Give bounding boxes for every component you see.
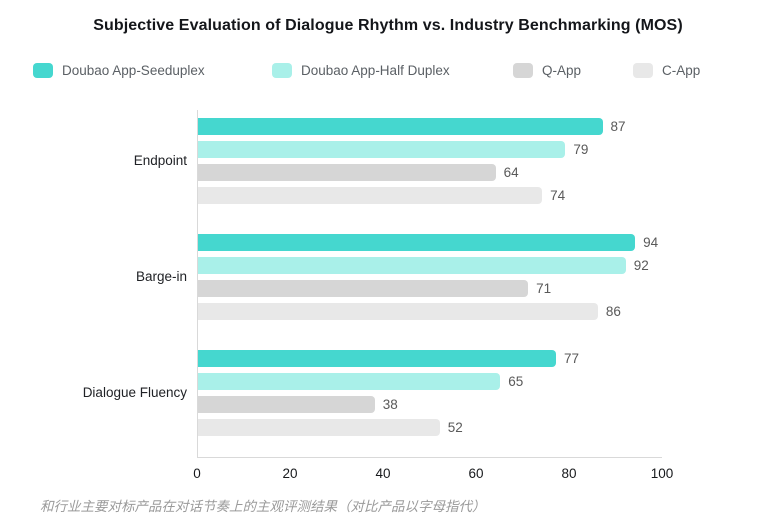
legend-label: Doubao App-Seeduplex [62, 63, 205, 78]
x-axis-tick-label: 0 [193, 466, 201, 481]
legend-swatch-icon [33, 63, 53, 78]
legend-label: C-App [662, 63, 701, 78]
bar-doubao-app-seeduplex-dialogue-fluency [198, 350, 557, 367]
value-label: 87 [610, 119, 626, 134]
bar-row: 92 [198, 257, 662, 274]
bar-c-app-endpoint [198, 187, 543, 204]
category-label-dialogue-fluency: Dialogue Fluency [82, 385, 187, 400]
legend-item-c-app: C-App [633, 63, 700, 78]
bar-row: 71 [198, 280, 662, 297]
y-axis-labels: Endpoint Barge-in Dialogue Fluency [0, 0, 190, 525]
value-label: 71 [536, 281, 552, 296]
value-label: 64 [503, 165, 519, 180]
value-label: 38 [382, 397, 398, 412]
chart-caption: 和行业主要对标产品在对话节奏上的主观评测结果（对比产品以字母指代） [40, 499, 486, 514]
bar-row: 87 [198, 118, 662, 135]
value-label: 94 [643, 235, 659, 250]
bar-row: 79 [198, 141, 662, 158]
value-label: 52 [447, 420, 463, 435]
chart-title: Subjective Evaluation of Dialogue Rhythm… [93, 17, 683, 34]
legend-item-doubao-app-half-duplex: Doubao App-Half Duplex [272, 63, 450, 78]
value-label: 86 [605, 304, 621, 319]
bar-row: 86 [198, 303, 662, 320]
bar-group-barge-in: 94 92 71 86 [198, 226, 662, 342]
x-axis-tick-label: 100 [650, 466, 674, 481]
bar-doubao-app-seeduplex-barge-in [198, 234, 636, 251]
x-axis-tick-label: 80 [561, 466, 577, 481]
x-axis-tick-label: 40 [375, 466, 391, 481]
legend-swatch-icon [272, 63, 292, 78]
bar-row: 38 [198, 396, 662, 413]
x-axis-tick-label: 60 [468, 466, 484, 481]
category-label-barge-in: Barge-in [135, 269, 187, 284]
bar-doubao-app-half-duplex-barge-in [198, 257, 626, 274]
bar-group-endpoint: 87 79 64 74 [198, 110, 662, 226]
value-label: 65 [508, 374, 524, 389]
value-label: 92 [633, 258, 649, 273]
legend: Doubao App-Seeduplex Doubao App-Half Dupl… [0, 63, 776, 83]
bar-row: 52 [198, 419, 662, 436]
legend-item-q-app: Q-App [513, 63, 581, 78]
value-label: 77 [564, 351, 580, 366]
bar-q-app-barge-in [198, 280, 529, 297]
value-label: 79 [573, 142, 589, 157]
bar-doubao-app-half-duplex-endpoint [198, 141, 566, 158]
legend-swatch-icon [513, 63, 533, 78]
value-label: 74 [550, 188, 566, 203]
legend-swatch-icon [633, 63, 653, 78]
bar-row: 74 [198, 187, 662, 204]
legend-label: Doubao App-Half Duplex [301, 63, 450, 78]
category-label-endpoint: Endpoint [133, 153, 187, 168]
x-axis-tick-label: 20 [282, 466, 298, 481]
legend-item-doubao-app-seeduplex: Doubao App-Seeduplex [33, 63, 205, 78]
x-axis: 0 20 40 60 80 100 [0, 466, 776, 484]
bar-row: 64 [198, 164, 662, 181]
bar-group-dialogue-fluency: 77 65 38 52 [198, 342, 662, 458]
bar-q-app-endpoint [198, 164, 496, 181]
bar-doubao-app-half-duplex-dialogue-fluency [198, 373, 501, 390]
legend-label: Q-App [542, 63, 582, 78]
plot-area: 87 79 64 74 94 92 71 86 77 65 38 52 [197, 110, 662, 458]
bar-row: 77 [198, 350, 662, 367]
bar-doubao-app-seeduplex-endpoint [198, 118, 603, 135]
bar-row: 65 [198, 373, 662, 390]
bar-row: 94 [198, 234, 662, 251]
bar-c-app-barge-in [198, 303, 598, 320]
bar-c-app-dialogue-fluency [198, 419, 440, 436]
bar-q-app-dialogue-fluency [198, 396, 375, 413]
